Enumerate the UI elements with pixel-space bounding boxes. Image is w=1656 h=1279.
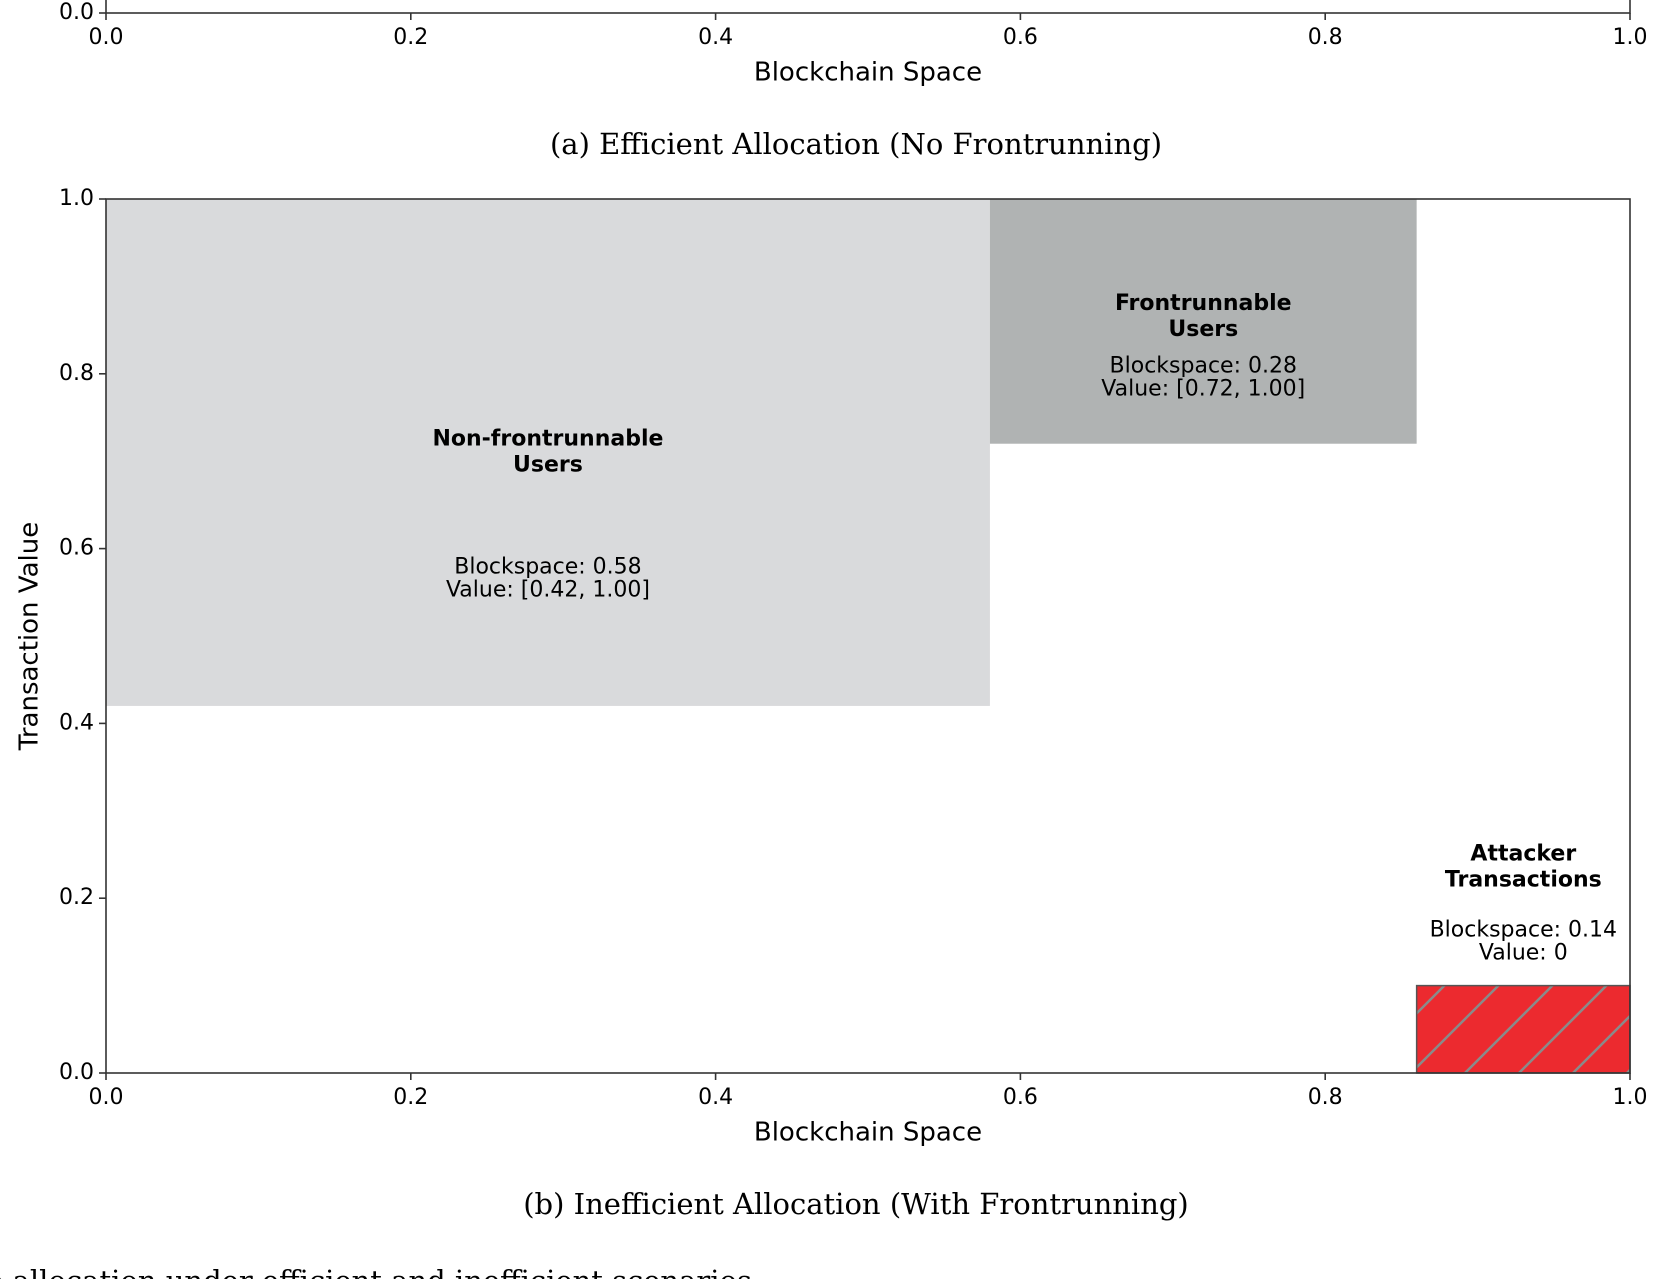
footer-text: ce allocation under efficient and ineffi… [0,1264,761,1279]
block-hatch [1415,984,1631,1074]
y-tick-label: 0.0 [59,0,94,25]
block [989,199,1417,444]
x-tick-label: 0.4 [698,1085,733,1110]
x-tick-label: 0.0 [89,1085,124,1110]
x-tick-label: 0.4 [698,25,733,50]
x-tick-label: 0.2 [393,25,428,50]
block-detail: Blockspace: 0.28 [1110,354,1297,379]
y-tick-label: 0.8 [59,361,94,386]
y-tick-label: 0.0 [59,1060,94,1085]
block-name: Attacker [1470,842,1576,867]
x-tick-label: 0.0 [89,25,124,50]
x-axis-label: Blockchain Space [754,1118,982,1148]
y-tick-label: 0.6 [59,536,94,561]
y-tick-label: 0.2 [59,885,94,910]
x-tick-label: 0.6 [1003,1085,1038,1110]
block-name: Non-frontrunnable [432,426,663,451]
caption: (b) Inefficient Allocation (With Frontru… [523,1187,1189,1221]
block-name: Users [1168,317,1238,342]
y-tick-label: 1.0 [59,186,94,211]
block-detail: Value: 0 [1479,940,1568,965]
x-axis-label: Blockchain Space [754,58,982,88]
axes-frame [105,0,1631,14]
block-detail: Blockspace: 0.14 [1430,917,1617,942]
x-tick-label: 0.8 [1308,1085,1343,1110]
y-axis-label: Transaction Value [15,522,45,751]
axes-frame [105,198,1631,1074]
caption: (a) Efficient Allocation (No Frontrunnin… [550,127,1162,161]
x-tick-label: 0.2 [393,1085,428,1110]
x-tick-label: 0.8 [1308,25,1343,50]
x-tick-label: 1.0 [1613,25,1648,50]
block-detail: Value: [0.72, 1.00] [1101,377,1305,402]
block-detail: Blockspace: 0.58 [454,555,641,580]
block [106,199,990,706]
block-name: Transactions [1445,868,1602,893]
y-tick-label: 0.4 [59,710,94,735]
x-tick-label: 0.6 [1003,25,1038,50]
block-detail: Value: [0.42, 1.00] [446,578,650,603]
block-name: Frontrunnable [1115,291,1292,316]
x-tick-label: 1.0 [1613,1085,1648,1110]
block-name: Users [513,452,583,477]
